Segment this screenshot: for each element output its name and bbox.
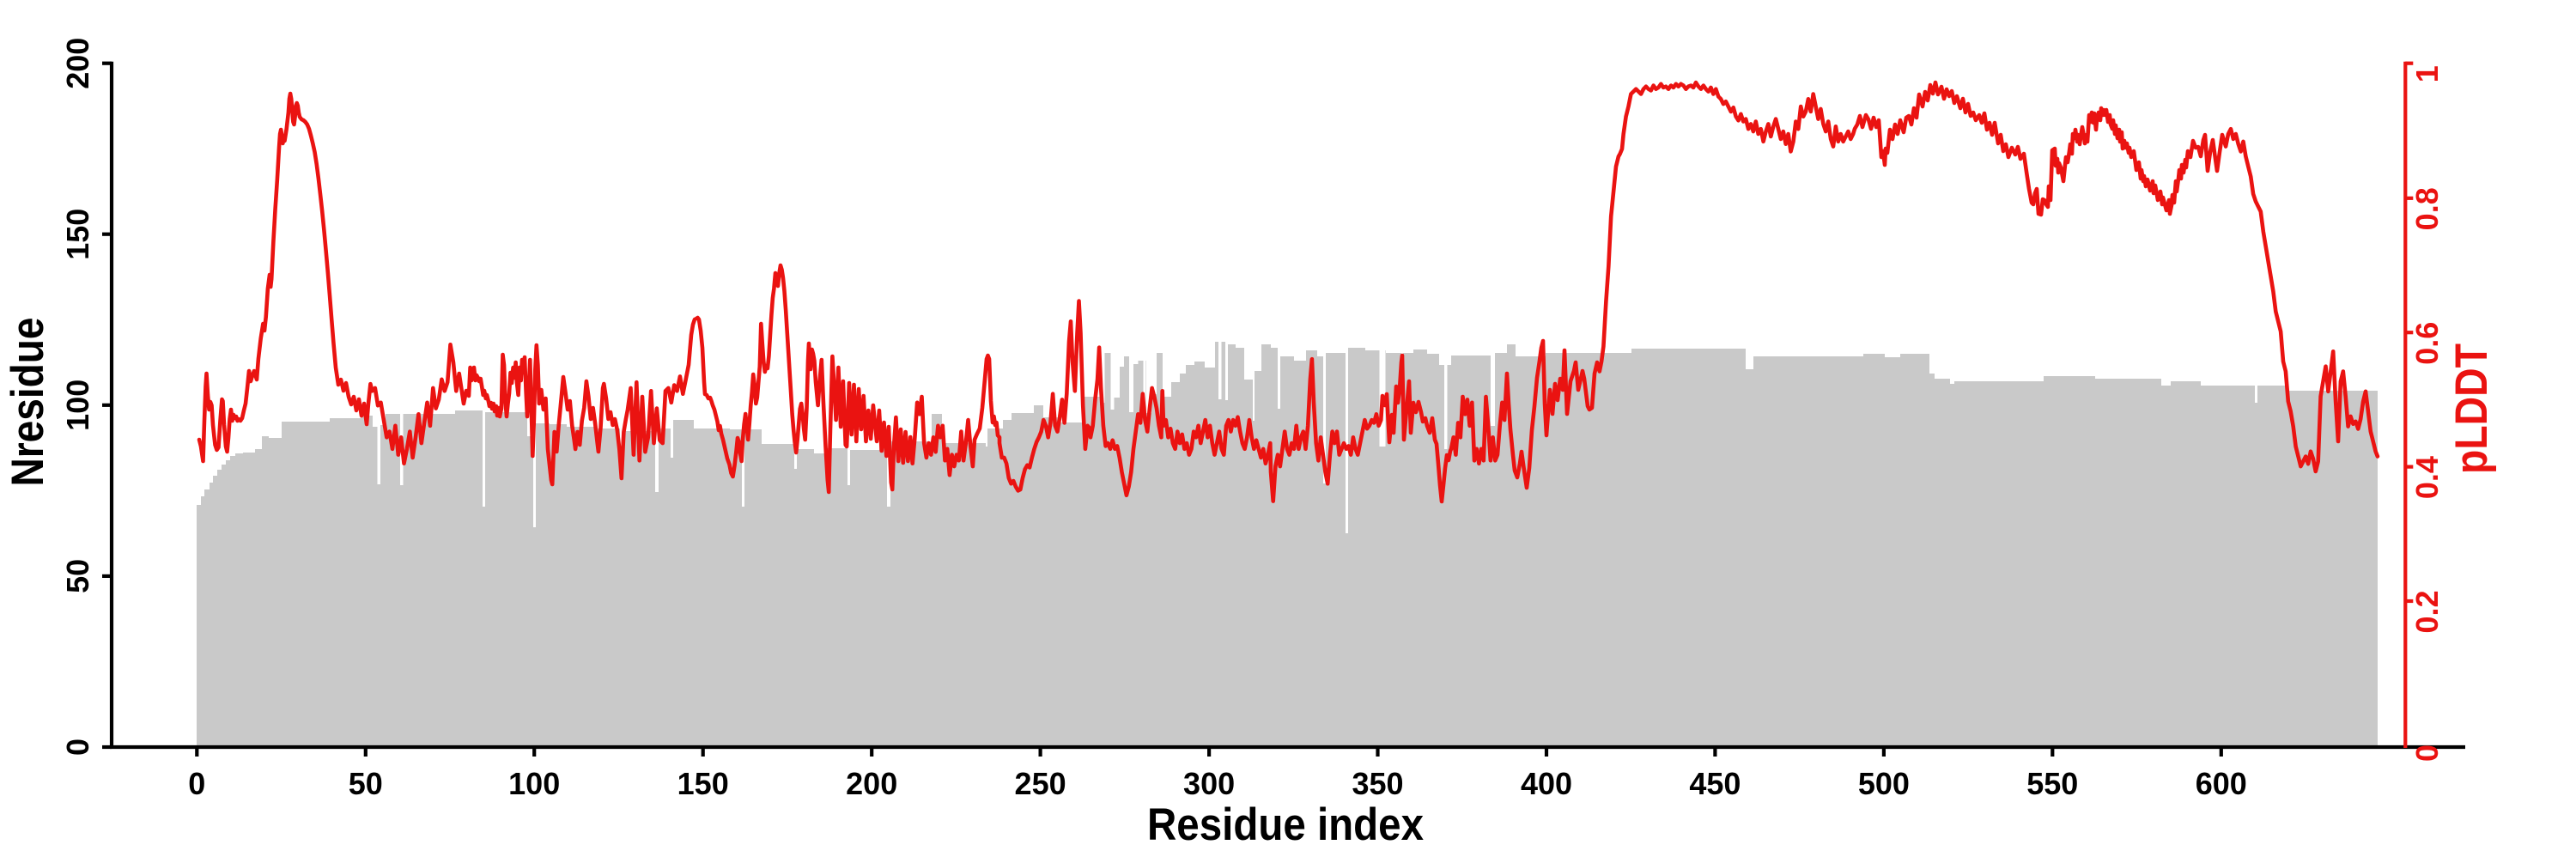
svg-text:250: 250: [1015, 766, 1066, 801]
svg-text:0: 0: [2409, 744, 2445, 762]
svg-text:pLDDT: pLDDT: [2446, 343, 2497, 474]
svg-text:0.6: 0.6: [2409, 322, 2445, 365]
svg-text:50: 50: [349, 766, 383, 801]
svg-text:150: 150: [677, 766, 729, 801]
svg-text:100: 100: [508, 766, 560, 801]
svg-text:Nresidue: Nresidue: [3, 318, 53, 487]
svg-text:450: 450: [1689, 766, 1741, 801]
svg-text:0: 0: [60, 738, 95, 756]
svg-text:150: 150: [60, 209, 95, 260]
svg-text:350: 350: [1352, 766, 1403, 801]
svg-text:500: 500: [1858, 766, 1910, 801]
svg-text:200: 200: [60, 38, 95, 89]
svg-text:Residue index: Residue index: [1147, 799, 1424, 850]
svg-text:100: 100: [60, 380, 95, 431]
svg-text:0: 0: [188, 766, 205, 801]
svg-text:200: 200: [846, 766, 897, 801]
svg-text:0.4: 0.4: [2409, 456, 2445, 499]
svg-text:0.8: 0.8: [2409, 187, 2445, 230]
svg-text:400: 400: [1521, 766, 1572, 801]
svg-text:550: 550: [2026, 766, 2078, 801]
svg-text:1: 1: [2409, 65, 2445, 82]
svg-text:50: 50: [60, 559, 95, 593]
svg-text:300: 300: [1183, 766, 1235, 801]
svg-text:600: 600: [2196, 766, 2247, 801]
svg-text:0.2: 0.2: [2409, 590, 2445, 633]
